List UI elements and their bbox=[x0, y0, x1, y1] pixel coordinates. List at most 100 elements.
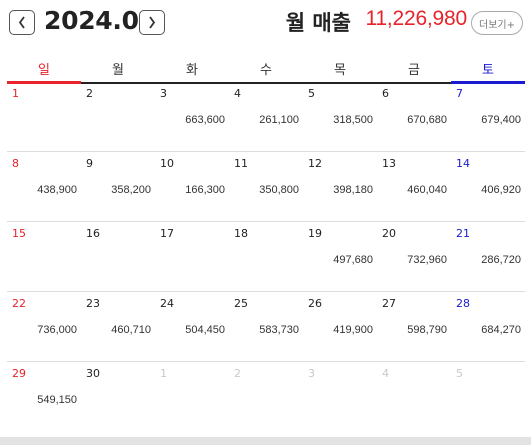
week-row: 29 549,150 30 1 2 3 4 5 bbox=[7, 362, 525, 431]
day-number: 25 bbox=[234, 297, 248, 310]
weekday-header: 일 월 화 수 목 금 토 bbox=[7, 56, 525, 84]
day-number: 19 bbox=[308, 227, 322, 240]
day-number: 13 bbox=[382, 157, 396, 170]
week-row: 15 16 17 18 19 497,680 20 732,960 21 286,720 bbox=[7, 222, 525, 292]
day-number: 18 bbox=[234, 227, 248, 240]
day-number: 22 bbox=[12, 297, 26, 310]
daily-sales-amount: 679,400 bbox=[481, 114, 521, 126]
day-number: 4 bbox=[234, 87, 241, 100]
weekday-mon: 월 bbox=[112, 63, 124, 78]
day-number: 15 bbox=[12, 227, 26, 240]
weekday-tue: 화 bbox=[186, 63, 198, 78]
day-number: 12 bbox=[308, 157, 322, 170]
calendar-day[interactable]: 17 bbox=[155, 222, 229, 291]
daily-sales-amount: 670,680 bbox=[407, 114, 447, 126]
day-number: 1 bbox=[12, 87, 19, 100]
daily-sales-amount: 358,200 bbox=[111, 184, 151, 196]
calendar-day[interactable]: 13 460,040 bbox=[377, 152, 451, 221]
day-number: 6 bbox=[382, 87, 389, 100]
daily-sales-amount: 732,960 bbox=[407, 254, 447, 266]
day-number: 24 bbox=[160, 297, 174, 310]
day-number: 20 bbox=[382, 227, 396, 240]
daily-sales-amount: 663,600 bbox=[185, 114, 225, 126]
day-number: 23 bbox=[86, 297, 100, 310]
calendar-day[interactable]: 30 bbox=[81, 362, 155, 431]
calendar-day[interactable]: 18 bbox=[229, 222, 303, 291]
weekday-sun: 일 bbox=[7, 56, 81, 84]
calendar-day[interactable]: 26 419,900 bbox=[303, 292, 377, 361]
calendar-day-next-month: 2 bbox=[229, 362, 303, 431]
calendar-day[interactable]: 15 bbox=[7, 222, 81, 291]
calendar-day[interactable]: 27 598,790 bbox=[377, 292, 451, 361]
day-number: 29 bbox=[12, 367, 26, 380]
daily-sales-amount: 318,500 bbox=[333, 114, 373, 126]
day-number: 28 bbox=[456, 297, 470, 310]
calendar-day[interactable]: 23 460,710 bbox=[81, 292, 155, 361]
weekday-wed: 수 bbox=[260, 63, 272, 78]
day-number: 17 bbox=[160, 227, 174, 240]
calendar-day[interactable]: 1 bbox=[7, 82, 81, 151]
calendar-day[interactable]: 22 736,000 bbox=[7, 292, 81, 361]
calendar-day[interactable]: 9 358,200 bbox=[81, 152, 155, 221]
calendar-day[interactable]: 28 684,270 bbox=[451, 292, 525, 361]
day-number: 2 bbox=[234, 367, 241, 380]
calendar-grid: 1 2 3 663,600 4 261,100 5 318,500 6 670,680 7 679,4… bbox=[7, 82, 525, 431]
day-number: 4 bbox=[382, 367, 389, 380]
daily-sales-amount: 504,450 bbox=[185, 324, 225, 336]
daily-sales-amount: 736,000 bbox=[37, 324, 77, 336]
calendar-day[interactable]: 10 166,300 bbox=[155, 152, 229, 221]
monthly-sales-value: 11,226,980 bbox=[365, 7, 467, 30]
calendar-day[interactable]: 11 350,800 bbox=[229, 152, 303, 221]
day-number: 2 bbox=[86, 87, 93, 100]
daily-sales-amount: 598,790 bbox=[407, 324, 447, 336]
calendar-day[interactable]: 4 261,100 bbox=[229, 82, 303, 151]
prev-month-button[interactable] bbox=[9, 10, 35, 35]
week-row: 1 2 3 663,600 4 261,100 5 318,500 6 670,680 7 679,4… bbox=[7, 82, 525, 152]
calendar-day[interactable]: 16 bbox=[81, 222, 155, 291]
chevron-left-icon bbox=[18, 16, 25, 29]
calendar-day[interactable]: 29 549,150 bbox=[7, 362, 81, 431]
day-number: 27 bbox=[382, 297, 396, 310]
week-row: 8 438,900 9 358,200 10 166,300 11 350,800 12 398,… bbox=[7, 152, 525, 222]
calendar-day[interactable]: 24 504,450 bbox=[155, 292, 229, 361]
calendar-day[interactable]: 12 398,180 bbox=[303, 152, 377, 221]
calendar-day[interactable]: 19 497,680 bbox=[303, 222, 377, 291]
day-number: 21 bbox=[456, 227, 470, 240]
calendar-day[interactable]: 6 670,680 bbox=[377, 82, 451, 151]
daily-sales-amount: 460,040 bbox=[407, 184, 447, 196]
bottom-scroll-bar bbox=[0, 437, 531, 445]
daily-sales-amount: 583,730 bbox=[259, 324, 299, 336]
day-number: 5 bbox=[456, 367, 463, 380]
calendar-day[interactable]: 5 318,500 bbox=[303, 82, 377, 151]
month-title: 2024.09 bbox=[44, 6, 156, 35]
calendar-day[interactable]: 21 286,720 bbox=[451, 222, 525, 291]
day-number: 1 bbox=[160, 367, 167, 380]
day-number: 7 bbox=[456, 87, 463, 100]
calendar-day-next-month: 1 bbox=[155, 362, 229, 431]
more-button[interactable]: 더보기+ bbox=[471, 11, 523, 35]
daily-sales-amount: 419,900 bbox=[333, 324, 373, 336]
calendar-day[interactable]: 8 438,900 bbox=[7, 152, 81, 221]
week-row: 22 736,000 23 460,710 24 504,450 25 583,730 26 41… bbox=[7, 292, 525, 362]
calendar-day[interactable]: 25 583,730 bbox=[229, 292, 303, 361]
calendar-day[interactable]: 7 679,400 bbox=[451, 82, 525, 151]
day-number: 30 bbox=[86, 367, 100, 380]
weekday-fri: 금 bbox=[408, 63, 420, 78]
daily-sales-amount: 350,800 bbox=[259, 184, 299, 196]
day-number: 16 bbox=[86, 227, 100, 240]
calendar-day[interactable]: 3 663,600 bbox=[155, 82, 229, 151]
day-number: 11 bbox=[234, 157, 248, 170]
daily-sales-amount: 261,100 bbox=[259, 114, 299, 126]
day-number: 14 bbox=[456, 157, 470, 170]
day-number: 5 bbox=[308, 87, 315, 100]
day-number: 3 bbox=[160, 87, 167, 100]
daily-sales-amount: 286,720 bbox=[481, 254, 521, 266]
calendar-day[interactable]: 14 406,920 bbox=[451, 152, 525, 221]
calendar-day[interactable]: 20 732,960 bbox=[377, 222, 451, 291]
daily-sales-amount: 549,150 bbox=[37, 394, 77, 406]
calendar-day[interactable]: 2 bbox=[81, 82, 155, 151]
daily-sales-amount: 398,180 bbox=[333, 184, 373, 196]
day-number: 10 bbox=[160, 157, 174, 170]
next-month-button[interactable] bbox=[139, 10, 165, 35]
calendar-day-next-month: 5 bbox=[451, 362, 525, 431]
